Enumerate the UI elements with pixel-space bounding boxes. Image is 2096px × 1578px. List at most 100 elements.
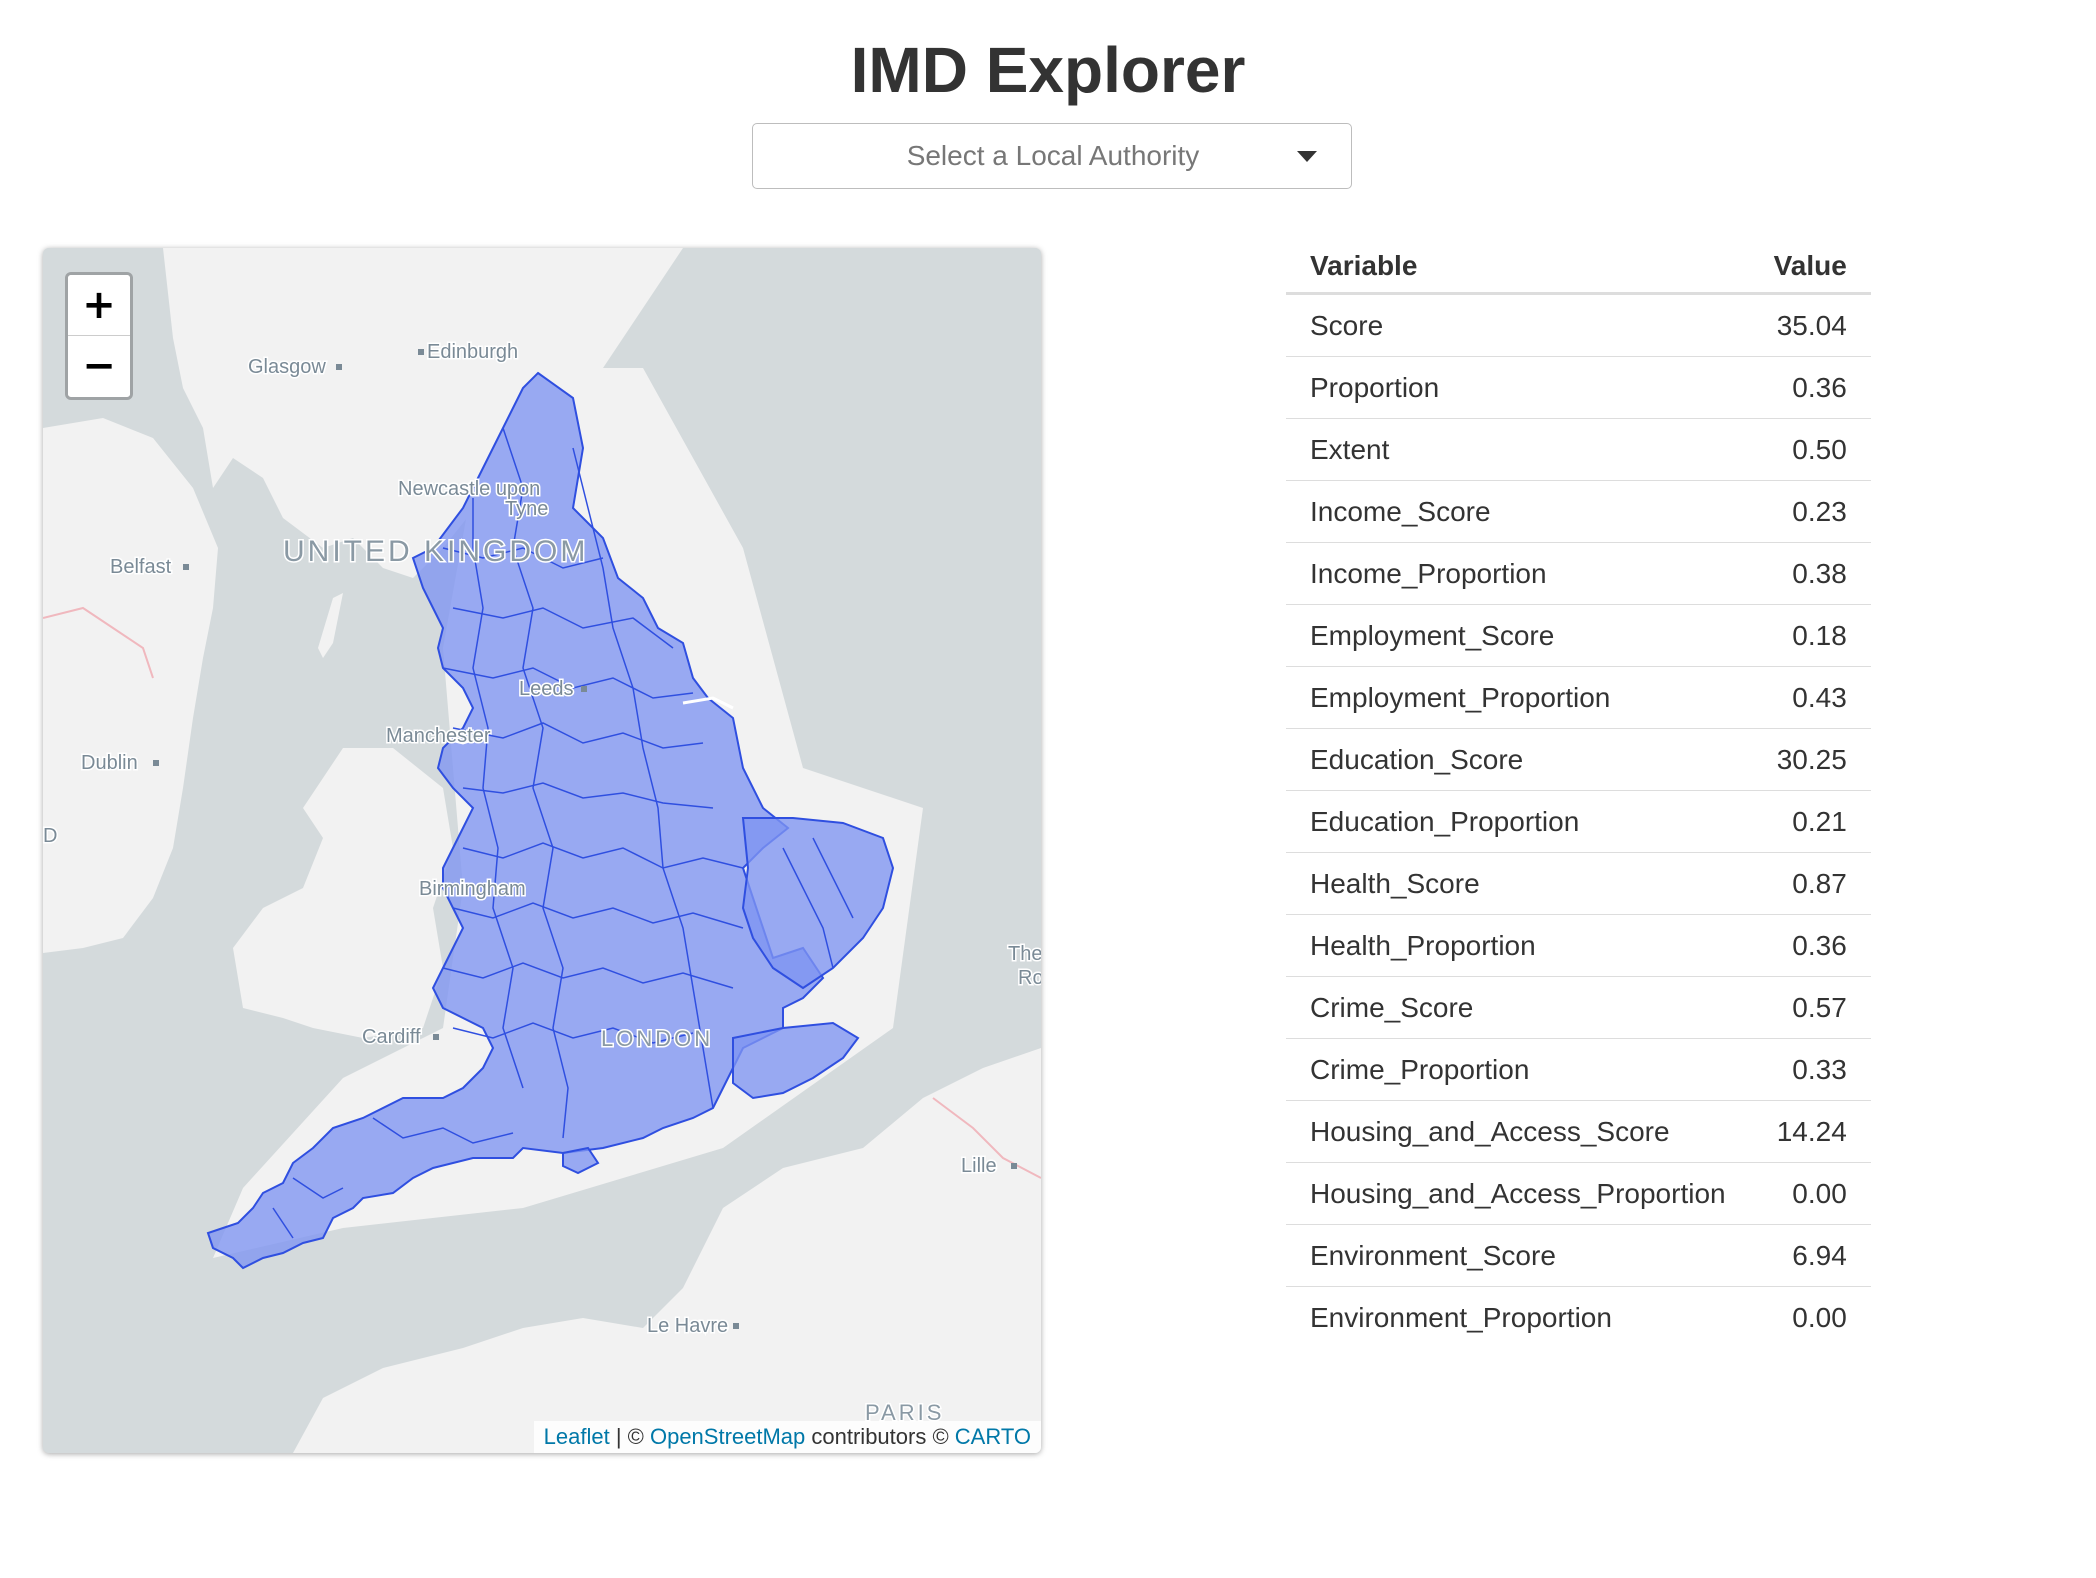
variable-cell: Crime_Score [1286,976,1750,1039]
variable-cell: Score [1286,293,1750,357]
east-anglia-polygons[interactable] [741,817,895,990]
attribution-separator: | © [609,1424,650,1449]
variable-cell: Extent [1286,418,1750,481]
imd-table: Variable Value Score 35.04 Proportion 0.36… [1286,240,1871,1348]
label-united-kingdom: UNITED KINGDOM [283,535,588,568]
table-row: Crime_Proportion 0.33 [1286,1038,1871,1101]
land-channel-island [543,1333,563,1353]
value-cell: 0.21 [1749,790,1871,853]
border-ireland [43,606,154,679]
table-header-row: Variable Value [1286,240,1871,295]
land-northern-ireland [43,548,143,628]
variable-cell: Income_Score [1286,480,1750,543]
zoom-in-button[interactable]: + [68,275,130,336]
variable-cell: Education_Score [1286,728,1750,791]
label-manchester: Manchester [386,725,491,747]
district-boundaries [272,427,854,1239]
land-scotland [163,248,683,578]
value-cell: 0.00 [1792,1301,1847,1333]
value-cell: 0.43 [1749,666,1871,729]
land-isle-of-man [318,593,343,658]
label-glasgow: Glasgow [248,356,326,378]
table-row: Education_Score 30.25 [1286,728,1871,791]
value-cell: 0.36 [1749,914,1871,977]
variable-cell: Education_Proportion [1286,790,1750,853]
label-newcastle-1: Newcastle upon [398,478,540,500]
value-cell: 0.33 [1749,1038,1871,1101]
table-row: Crime_Score 0.57 [1286,976,1871,1039]
variable-cell: Health_Score [1286,852,1750,915]
column-header-value: Value [1749,240,1871,295]
label-london: LONDON [601,1026,713,1051]
attribution-contributors: contributors © [805,1424,955,1449]
marker-glasgow [336,364,342,370]
humber [682,696,734,710]
value-cell: 0.87 [1749,852,1871,915]
variable-cell: Income_Proportion [1286,542,1750,605]
value-cell: 0.23 [1749,480,1871,543]
table-row: Extent 0.50 [1286,418,1871,481]
leaflet-link[interactable]: Leaflet [543,1424,610,1449]
variable-cell: Proportion [1286,356,1750,419]
label-ireland-fragment: D [43,825,57,847]
marker-cardiff [433,1034,439,1040]
value-cell: 0.50 [1749,418,1871,481]
table-row: Income_Proportion 0.38 [1286,542,1871,605]
carto-link[interactable]: CARTO [954,1424,1031,1449]
table-row: Housing_and_Access_Proportion 0.00 [1286,1162,1871,1225]
label-dublin: Dublin [81,752,138,774]
openstreetmap-link[interactable]: OpenStreetMap [649,1424,806,1449]
value-cell: 0.36 [1749,356,1871,419]
value-cell: 0.38 [1749,542,1871,605]
variable-cell: Environment_Proportion [1310,1301,1612,1333]
label-belfast: Belfast [110,556,172,578]
table-row: Employment_Score 0.18 [1286,604,1871,667]
map[interactable]: Edinburgh Glasgow Newcastle upon Tyne UN… [43,248,1041,1453]
isle-of-wight-polygon[interactable] [562,1146,600,1175]
table-row: Education_Proportion 0.21 [1286,790,1871,853]
marker-belfast [183,564,189,570]
label-lille: Lille [961,1155,997,1177]
label-le-havre: Le Havre [647,1315,728,1337]
variable-cell: Health_Proportion [1286,914,1750,977]
table-row: Score 35.04 [1286,293,1871,357]
value-cell: 0.00 [1749,1162,1871,1225]
table-row: Income_Score 0.23 [1286,480,1871,543]
place-labels: Edinburgh Glasgow Newcastle upon Tyne UN… [43,340,1041,1427]
local-authority-select[interactable]: Select a Local Authority [752,123,1352,189]
value-cell: 6.94 [1749,1224,1871,1287]
table-row: Environment_Score 6.94 [1286,1224,1871,1287]
kent-polygons[interactable] [732,1021,860,1100]
mersey [442,736,479,745]
value-cell: 35.04 [1749,293,1871,357]
label-birmingham: Birmingham [419,878,526,900]
map-attribution: Leaflet | © OpenStreetMap contributors ©… [533,1421,1041,1453]
variable-cell: Employment_Proportion [1286,666,1750,729]
value-cell: 30.25 [1749,728,1871,791]
label-edinburgh: Edinburgh [427,341,518,363]
zoom-out-button[interactable]: − [68,336,130,396]
value-cell: 0.18 [1749,604,1871,667]
variable-cell: Employment_Score [1286,604,1750,667]
marker-lille [1011,1163,1017,1169]
variable-cell: Crime_Proportion [1286,1038,1750,1101]
label-leeds: Leeds [519,678,574,700]
zoom-control: + − [65,272,133,400]
label-netherlands-1: The [1008,943,1041,965]
page-title: IMD Explorer [850,34,1246,106]
value-cell: 0.57 [1749,976,1871,1039]
label-netherlands-2: Ro [1018,967,1041,989]
basemap: Edinburgh Glasgow Newcastle upon Tyne UN… [43,248,1041,1453]
marker-edinburgh [418,349,424,355]
label-cardiff: Cardiff [362,1026,421,1048]
value-cell: 14.24 [1749,1100,1871,1163]
table-row: Employment_Proportion 0.43 [1286,666,1871,729]
border-france-belgium [932,1097,1041,1179]
label-newcastle-2: Tyne [505,498,548,520]
table-row: Proportion 0.36 [1286,356,1871,419]
table-row: Health_Score 0.87 [1286,852,1871,915]
marker-le-havre [733,1323,739,1329]
land-france [293,1048,1041,1453]
table-row: Housing_and_Access_Score 14.24 [1286,1100,1871,1163]
variable-cell: Housing_and_Access_Proportion [1286,1162,1750,1225]
